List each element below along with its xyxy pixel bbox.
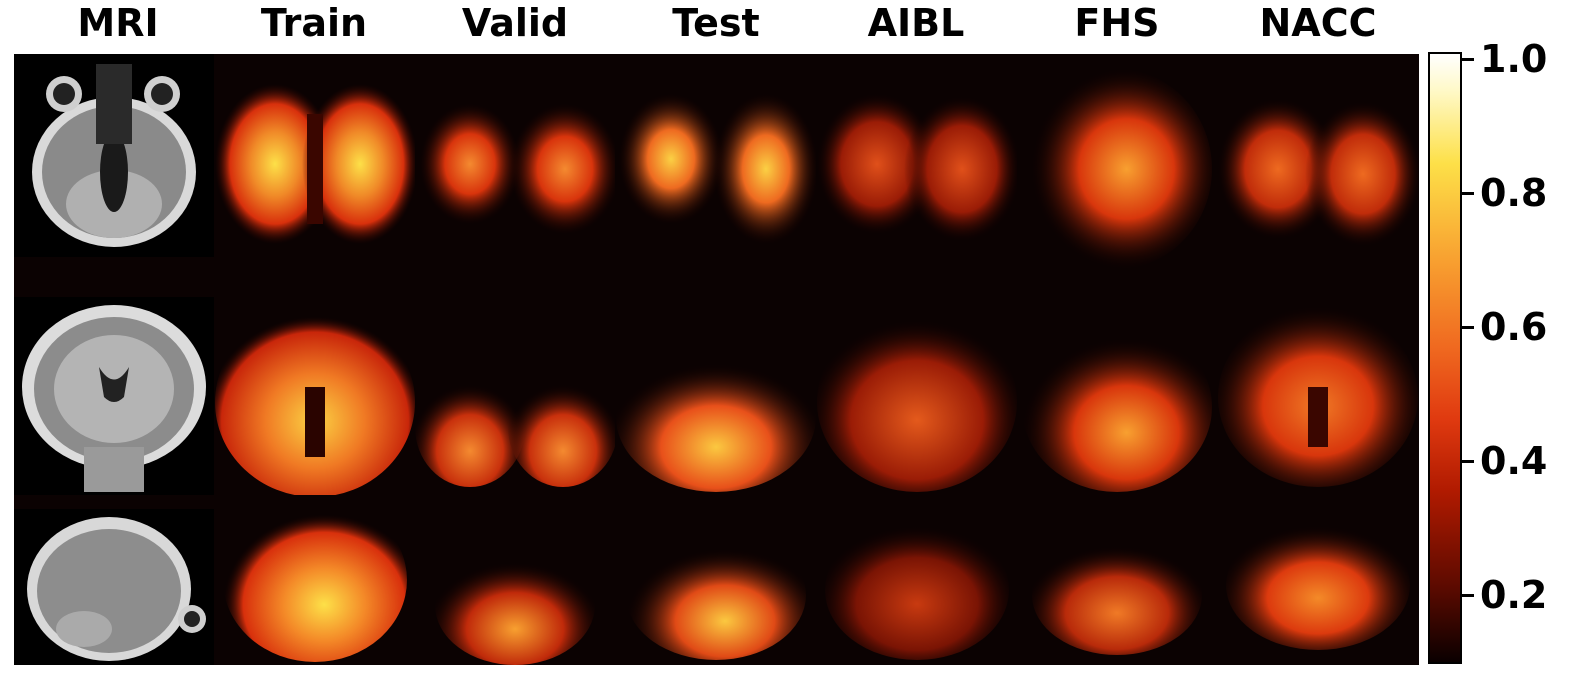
column-header-train: Train: [260, 1, 368, 45]
colorbar: [1428, 52, 1462, 664]
column-header-mri: MRI: [77, 1, 159, 45]
colorbar-tick-label: 0.2: [1480, 573, 1548, 617]
heatmap-valid-sagittal: [415, 495, 615, 665]
heatmap-train-sagittal: [215, 495, 415, 665]
colorbar-tick-label: 0.6: [1480, 305, 1548, 349]
column-header-fhs: FHS: [1074, 1, 1160, 45]
heatmap-train-axial: [215, 54, 415, 294]
mri-sagittal-image: [14, 509, 214, 665]
heatmap-test-axial: [616, 54, 816, 294]
heatmap-fhs-coronal: [1017, 297, 1217, 495]
column-header-nacc: NACC: [1259, 1, 1377, 45]
colorbar-tick: [1462, 594, 1474, 597]
mri-axial-image: [14, 54, 214, 257]
heatmap-valid-axial: [415, 54, 615, 294]
colorbar-tick-label: 0.8: [1480, 171, 1548, 215]
heatmap-valid-coronal: [415, 297, 615, 495]
image-grid: [14, 54, 1419, 665]
heatmap-fhs-sagittal: [1017, 495, 1217, 665]
colorbar-tick: [1462, 460, 1474, 463]
heatmap-nacc-sagittal: [1218, 495, 1418, 665]
heatmap-aibl-sagittal: [817, 495, 1017, 665]
column-header-aibl: AIBL: [867, 1, 965, 45]
mri-coronal-image: [14, 297, 214, 495]
heatmap-test-sagittal: [616, 495, 816, 665]
colorbar-tick: [1462, 58, 1474, 61]
colorbar-tick: [1462, 326, 1474, 329]
heatmap-nacc-coronal: [1218, 297, 1418, 495]
colorbar-tick-label: 0.4: [1480, 439, 1548, 483]
heatmap-train-coronal: [215, 297, 415, 495]
heatmap-aibl-coronal: [817, 297, 1017, 495]
column-header-test: Test: [672, 1, 760, 45]
colorbar-tick: [1462, 192, 1474, 195]
column-header-valid: Valid: [461, 1, 569, 45]
heatmap-test-coronal: [616, 297, 816, 495]
colorbar-tick-label: 1.0: [1480, 37, 1548, 81]
heatmap-nacc-axial: [1218, 54, 1418, 294]
heatmap-fhs-axial: [1017, 54, 1217, 294]
heatmap-aibl-axial: [817, 54, 1017, 294]
